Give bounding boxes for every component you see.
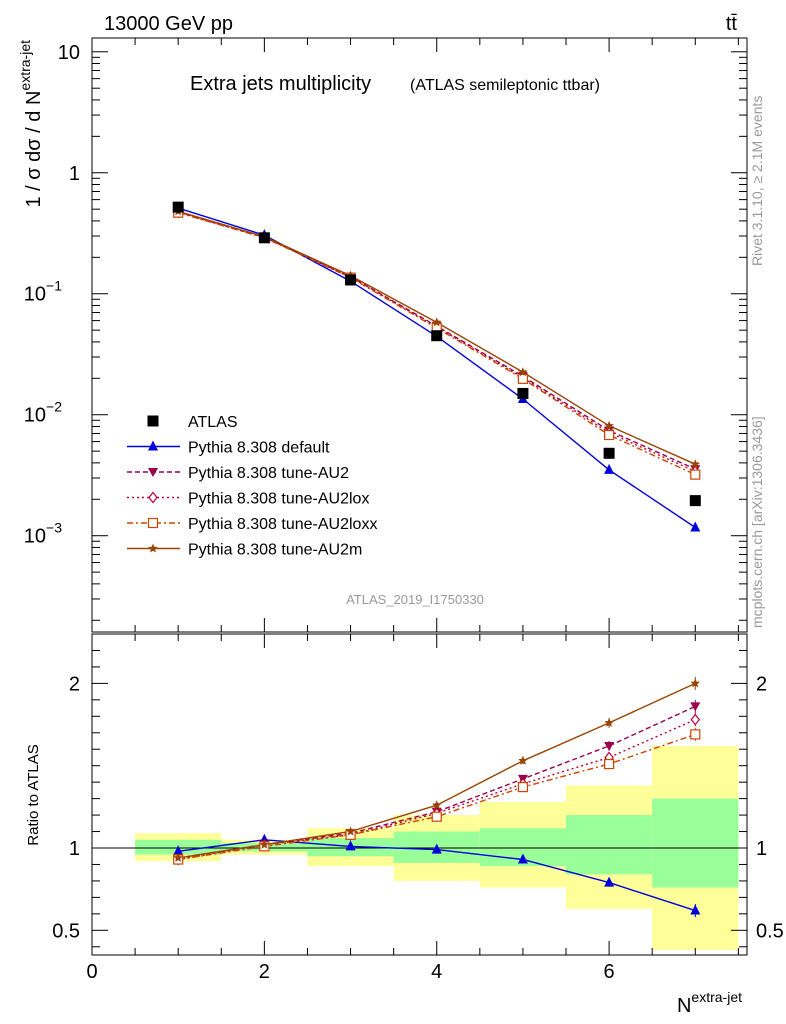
main-y-tick-label: 10−3	[24, 520, 62, 548]
ratio-panel: 0.5 0.5 1 1 2 2 Ratio to ATLAS	[25, 633, 784, 956]
legend-marker	[147, 415, 159, 427]
main-panel-frame	[91, 37, 748, 633]
legend-marker	[148, 491, 158, 504]
x-axis-label-base: N	[677, 995, 691, 1017]
ratio-y-label: Ratio to ATLAS	[25, 744, 42, 845]
band-inner	[652, 798, 739, 888]
legend-label: Pythia 8.308 tune-AU2lox	[188, 491, 369, 508]
x-tick-label: 0	[86, 961, 97, 983]
main-data-marks	[172, 201, 701, 532]
series-3-ratio-point	[604, 758, 615, 770]
series-4-ratio-point	[173, 852, 183, 862]
ratio-y-tick-label-left: 2	[69, 673, 80, 695]
series-4-ratio-point	[345, 826, 356, 836]
series-1-ratio-point	[604, 741, 615, 751]
series-0-ratio-point	[173, 845, 184, 856]
series-4-ratio-point	[432, 800, 442, 810]
main-panel: Extra jets multiplicity (ATLAS semilepto…	[24, 37, 748, 633]
legend-label: Pythia 8.308 tune-AU2	[188, 465, 349, 482]
series-0-ratio-point	[345, 840, 356, 851]
series-4-ratio-point	[259, 839, 270, 849]
process-label: tt̄	[726, 13, 738, 35]
atlas-data-point	[431, 330, 443, 342]
x-tick-label: 6	[604, 961, 615, 983]
ratio-y-tick-label-right: 0.5	[756, 920, 784, 942]
series-3-point	[690, 469, 701, 480]
analysis-id: ATLAS_2019_I1750330	[346, 592, 484, 607]
series-0-point	[604, 463, 615, 474]
series-0-ratio-point	[517, 853, 528, 864]
legend-marker	[148, 468, 158, 477]
atlas-data-point	[689, 495, 701, 507]
legend-label: Pythia 8.308 tune-AU2m	[188, 542, 362, 559]
series-4-point	[690, 459, 700, 469]
legend-label: Pythia 8.308 tune-AU2loxx	[188, 516, 377, 533]
main-y-tick-label: 10	[58, 42, 80, 64]
main-y-label: 1 / σ dσ / d Nextra-jet	[17, 40, 45, 208]
x-axis: 0 2 4 6	[86, 38, 739, 983]
atlas-data-point	[517, 387, 529, 399]
atlas-data-point	[345, 274, 357, 286]
rivet-label: Rivet 3.1.10, ≥ 2.1M events	[749, 96, 765, 266]
x-axis-label: Nextra-jet	[677, 989, 742, 1017]
series-0-ratio-point	[604, 876, 615, 887]
series-2-line	[178, 211, 696, 473]
x-tick-label: 2	[259, 961, 270, 983]
main-y-tick-base: 10	[24, 284, 46, 306]
energy-label: 13000 GeV pp	[104, 13, 233, 35]
chart-subtitle: (ATLAS semileptonic ttbar)	[410, 77, 600, 94]
ratio-y-tick-label-left: 1	[69, 838, 80, 860]
main-y-tick-exp: −3	[46, 520, 62, 536]
main-y-label-base: 1 / σ dσ / d N	[23, 91, 45, 208]
series-0-point	[690, 521, 701, 532]
legend-marker	[148, 440, 158, 451]
legend-marker	[147, 517, 159, 529]
series-2-ratio-point	[690, 713, 701, 726]
ratio-y-tick-label-right: 1	[756, 838, 767, 860]
series-4-ratio-point	[690, 678, 700, 688]
main-y-label-sup: extra-jet	[17, 40, 33, 91]
chart-title: Extra jets multiplicity	[190, 73, 371, 95]
ratio-y-tick-label-right: 2	[756, 673, 767, 695]
series-3-point	[604, 429, 615, 441]
legend-marker	[148, 543, 158, 553]
ratio-panel-frame	[91, 633, 748, 956]
main-y-tick-label: 10−2	[24, 399, 62, 427]
ratio-data-marks	[173, 676, 701, 918]
series-0-ratio-point	[690, 904, 701, 915]
main-y-tick-label: 1	[69, 163, 80, 185]
series-3-point	[517, 373, 529, 384]
mcplots-label: mcplots.cern.ch [arXiv:1306.3436]	[749, 416, 765, 628]
main-y-tick-base: 10	[24, 526, 46, 548]
series-3-ratio-point	[517, 781, 529, 793]
atlas-data-point	[258, 232, 270, 244]
series-3-line	[178, 212, 696, 476]
series-4-point	[432, 317, 442, 327]
series-1-ratio-point	[690, 702, 701, 712]
legend: ATLAS Pythia 8.308 default Pythia 8.308 tu…	[127, 414, 377, 559]
main-y-tick-label: 10−1	[24, 278, 62, 306]
x-axis-label-sup: extra-jet	[691, 989, 742, 1005]
series-4-ratio-point	[604, 717, 614, 727]
series-4-point	[604, 420, 614, 430]
x-tick-label: 4	[431, 961, 442, 983]
band-inner	[566, 815, 653, 875]
series-4-point	[518, 367, 528, 377]
series-0-ratio-point	[431, 843, 442, 854]
legend-label: ATLAS	[188, 414, 238, 431]
main-y-tick-exp: −2	[46, 399, 62, 415]
atlas-data-point	[172, 201, 184, 213]
series-3-ratio-point	[431, 811, 442, 822]
series-4-ratio-point	[518, 755, 528, 765]
legend-label: Pythia 8.308 default	[188, 440, 330, 457]
ratio-y-tick-label-left: 0.5	[52, 920, 80, 942]
ratio-y-axis: 0.5 0.5 1 1 2 2	[52, 649, 784, 948]
atlas-data-point	[603, 447, 615, 459]
series-3-ratio-point	[690, 729, 701, 740]
main-y-tick-base: 10	[24, 405, 46, 427]
main-y-tick-exp: −1	[46, 278, 62, 294]
